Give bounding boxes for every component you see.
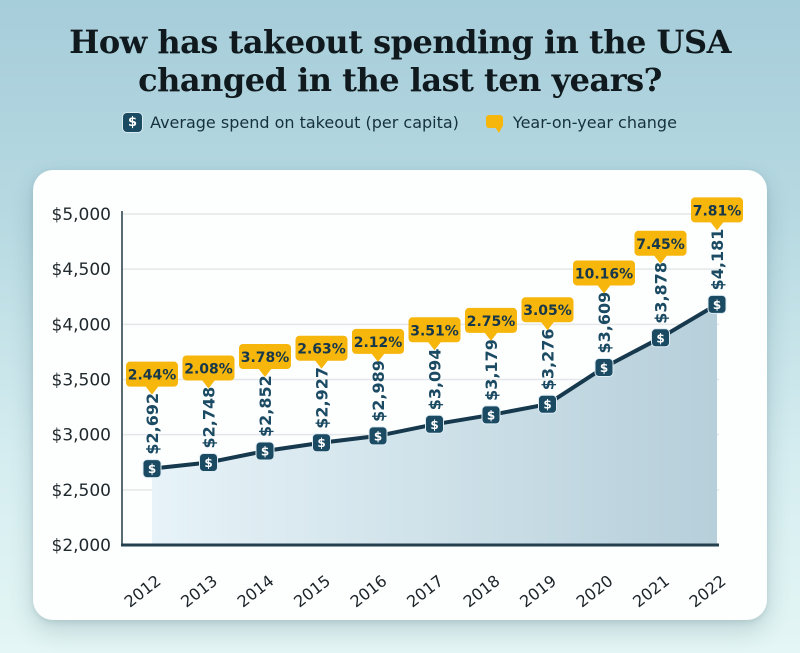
point-value-label: $2,989	[369, 360, 388, 422]
marker-dollar-glyph: $	[430, 418, 438, 432]
point-value-label: $3,878	[652, 262, 671, 324]
marker-dollar-glyph: $	[317, 436, 325, 450]
x-tick-label: 2022	[686, 571, 730, 611]
x-tick-label: 2019	[516, 571, 560, 611]
yoy-callout-tail	[540, 321, 555, 331]
yoy-callout	[521, 297, 574, 323]
point-value-label: $3,276	[539, 328, 558, 390]
y-tick-label: $2,000	[52, 536, 111, 556]
marker-dollar-glyph: $	[543, 398, 551, 412]
point-value-label: $4,181	[708, 229, 727, 291]
yoy-callout-label: 10.16%	[575, 266, 633, 282]
marker-dollar-glyph: $	[487, 408, 495, 422]
x-tick-label: 2021	[629, 571, 673, 611]
data-point-marker	[425, 414, 444, 434]
page-title: How has takeout spending in the USA chan…	[0, 23, 800, 100]
yoy-callout-tail	[597, 284, 611, 294]
x-tick-label: 2020	[573, 571, 617, 611]
data-point-marker	[481, 405, 501, 425]
data-point-marker	[312, 433, 331, 453]
data-point-marker	[255, 441, 275, 461]
marker-dollar-glyph: $	[374, 429, 382, 443]
chart-card: $2,000 $2,500 $3,000 $3,500 $4,000 $4,500 $5,0…	[33, 170, 767, 620]
marker-dollar-glyph: $	[204, 456, 212, 470]
point-value-label: $3,609	[595, 292, 614, 354]
yoy-callout-tail	[258, 367, 272, 377]
yoy-callout	[182, 355, 235, 381]
x-tick-label: 2012	[121, 571, 165, 611]
data-point-marker	[651, 328, 670, 348]
yoy-callout-label: 3.05%	[523, 303, 572, 319]
x-tick-label: 2013	[177, 571, 221, 611]
yoy-callout	[295, 335, 348, 361]
x-tick-label: 2015	[290, 571, 334, 611]
data-point-marker	[538, 394, 557, 414]
takeout-spending-chart: $2,000 $2,500 $3,000 $3,500 $4,000 $4,500 $5,0…	[52, 197, 743, 611]
x-tick-label: 2014	[234, 571, 278, 611]
y-tick-label: $3,000	[52, 426, 111, 446]
yoy-callout-label: 3.51%	[410, 323, 459, 339]
y-tick-label: $5,000	[52, 205, 111, 225]
yoy-callout-label: 2.63%	[297, 342, 346, 358]
y-tick-label: $4,500	[52, 260, 111, 280]
x-tick-label: 2018	[460, 571, 504, 611]
data-point-marker	[368, 426, 388, 446]
x-tick-label: 2016	[347, 571, 391, 611]
yoy-callout-label: 7.45%	[636, 237, 685, 253]
yoy-callout-label: 2.44%	[128, 368, 177, 384]
point-value-label: $2,692	[143, 393, 162, 455]
legend-label-yoy: Year-on-year change	[512, 113, 677, 132]
yoy-callout	[352, 328, 404, 354]
yoy-callout-tail	[710, 221, 724, 231]
yoy-callout	[126, 361, 178, 387]
yoy-callout	[634, 230, 687, 256]
y-tick-label: $2,500	[52, 481, 111, 501]
yoy-callout-tail	[314, 359, 329, 369]
yoy-callout	[465, 307, 517, 333]
yoy-callout-label: 7.81%	[693, 203, 742, 219]
legend-label-spend: Average spend on takeout (per capita)	[150, 113, 459, 132]
x-tick-label: 2017	[403, 571, 447, 611]
yoy-callout-tail	[145, 385, 159, 395]
yoy-callout-tail	[427, 341, 442, 351]
yoy-callout	[408, 317, 461, 343]
yoy-callout	[573, 260, 635, 286]
legend-item-yoy: Year-on-year change	[485, 113, 677, 133]
point-value-label: $2,852	[256, 375, 275, 437]
yoy-callout-label: 3.78%	[241, 350, 290, 366]
yoy-callout-label: 2.75%	[467, 314, 516, 330]
yoy-callout-label: 2.12%	[354, 335, 403, 351]
y-tick-label: $4,000	[52, 315, 111, 335]
yellow-callout-icon	[485, 114, 503, 133]
legend-item-spend: $ Average spend on takeout (per capita)	[123, 113, 459, 132]
point-value-label: $3,179	[482, 339, 501, 401]
marker-dollar-glyph: $	[713, 298, 721, 312]
yoy-callout-label: 2.08%	[184, 361, 233, 377]
data-point-marker	[707, 294, 727, 314]
point-value-label: $2,927	[313, 367, 332, 429]
data-point-marker	[142, 459, 162, 479]
yoy-callout-tail	[371, 352, 385, 362]
point-value-label: $3,094	[426, 349, 445, 411]
yoy-callout-tail	[653, 254, 668, 264]
page-header: How has takeout spending in the USA chan…	[0, 0, 800, 133]
marker-dollar-glyph: $	[600, 361, 608, 375]
y-tick-label: $3,500	[52, 371, 111, 391]
point-value-label: $2,748	[200, 387, 219, 449]
data-point-marker	[199, 452, 218, 472]
data-point-marker	[594, 357, 614, 377]
dollar-square-icon: $	[123, 113, 143, 132]
title-line-2: changed in the last ten years?	[138, 60, 662, 99]
marker-dollar-glyph: $	[148, 462, 156, 476]
yoy-callout-tail	[201, 379, 216, 389]
yoy-callout	[239, 343, 291, 369]
marker-dollar-glyph: $	[656, 331, 664, 345]
title-line-1: How has takeout spending in the USA	[69, 23, 731, 61]
chart-legend: $ Average spend on takeout (per capita) …	[0, 113, 800, 133]
yoy-callout	[691, 197, 743, 223]
yoy-callout-tail	[484, 331, 498, 341]
marker-dollar-glyph: $	[261, 444, 269, 458]
